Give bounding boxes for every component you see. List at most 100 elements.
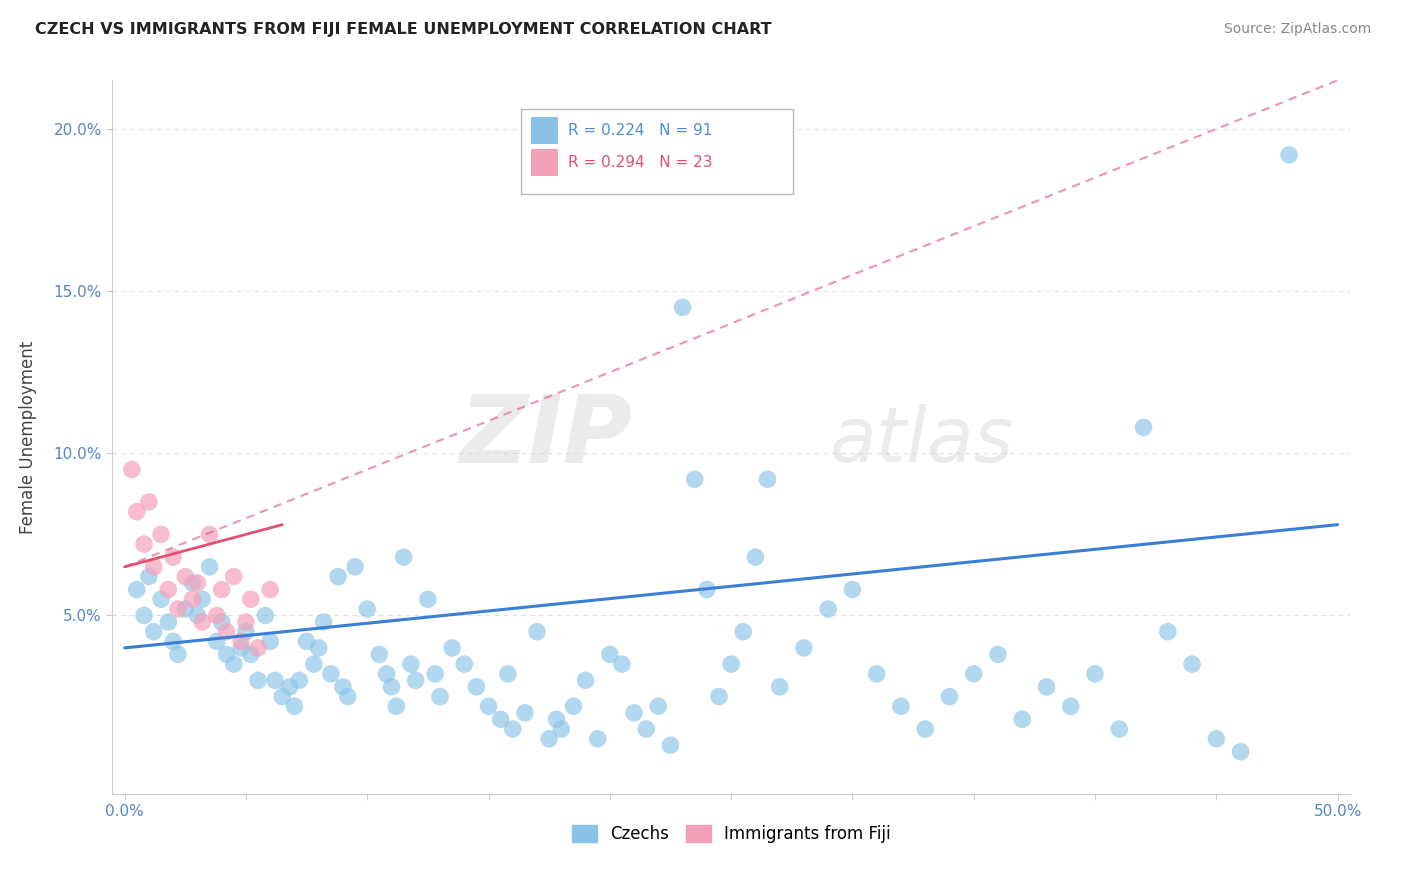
- Point: [1132, 420, 1154, 434]
- Point: [636, 722, 658, 736]
- Point: [1060, 699, 1083, 714]
- Point: [132, 608, 155, 623]
- Y-axis label: Female Unemployment: Female Unemployment: [20, 341, 37, 533]
- Point: [259, 582, 281, 597]
- Point: [344, 559, 367, 574]
- Point: [191, 592, 214, 607]
- Point: [215, 624, 238, 639]
- Point: [963, 666, 986, 681]
- Point: [264, 673, 287, 688]
- Point: [707, 690, 730, 704]
- Point: [502, 722, 524, 736]
- Point: [198, 527, 221, 541]
- Point: [938, 690, 960, 704]
- Point: [283, 699, 305, 714]
- Point: [229, 634, 252, 648]
- Point: [1011, 712, 1033, 726]
- Point: [683, 472, 706, 486]
- Point: [271, 690, 294, 704]
- Point: [610, 657, 633, 672]
- Point: [599, 648, 621, 662]
- Point: [150, 592, 173, 607]
- Text: Source: ZipAtlas.com: Source: ZipAtlas.com: [1223, 22, 1371, 37]
- Point: [174, 602, 197, 616]
- Point: [659, 738, 682, 752]
- Point: [167, 648, 190, 662]
- Point: [375, 666, 398, 681]
- Point: [150, 527, 173, 541]
- Point: [368, 648, 391, 662]
- Point: [586, 731, 609, 746]
- Point: [162, 550, 184, 565]
- Point: [211, 582, 233, 597]
- Point: [1205, 731, 1227, 746]
- Point: [205, 608, 228, 623]
- Point: [550, 722, 572, 736]
- Point: [239, 648, 262, 662]
- Point: [125, 582, 148, 597]
- Point: [138, 495, 160, 509]
- Point: [278, 680, 301, 694]
- Legend: Czechs, Immigrants from Fiji: Czechs, Immigrants from Fiji: [565, 818, 897, 850]
- Point: [489, 712, 512, 726]
- Point: [174, 569, 197, 583]
- Point: [125, 505, 148, 519]
- Point: [538, 731, 561, 746]
- Point: [496, 666, 519, 681]
- Point: [562, 699, 585, 714]
- Point: [167, 602, 190, 616]
- Point: [319, 666, 342, 681]
- Point: [198, 559, 221, 574]
- Point: [222, 657, 245, 672]
- Point: [1035, 680, 1057, 694]
- Point: [405, 673, 427, 688]
- Point: [356, 602, 378, 616]
- Point: [546, 712, 568, 726]
- Point: [235, 615, 257, 629]
- Point: [1181, 657, 1204, 672]
- Point: [205, 634, 228, 648]
- Point: [890, 699, 912, 714]
- Point: [1108, 722, 1130, 736]
- Point: [259, 634, 281, 648]
- Point: [132, 537, 155, 551]
- Point: [623, 706, 645, 720]
- Point: [295, 634, 318, 648]
- Point: [441, 640, 464, 655]
- Point: [215, 648, 238, 662]
- Point: [1157, 624, 1180, 639]
- Point: [157, 615, 180, 629]
- Text: R = 0.294   N = 23: R = 0.294 N = 23: [568, 155, 713, 169]
- Point: [453, 657, 475, 672]
- Point: [841, 582, 863, 597]
- Point: [181, 592, 204, 607]
- Point: [769, 680, 792, 694]
- Point: [513, 706, 536, 720]
- Point: [696, 582, 718, 597]
- Point: [181, 576, 204, 591]
- Point: [288, 673, 311, 688]
- Point: [744, 550, 766, 565]
- Point: [416, 592, 439, 607]
- Point: [142, 559, 165, 574]
- Text: atlas: atlas: [830, 404, 1015, 477]
- Point: [1278, 148, 1301, 162]
- Point: [733, 624, 755, 639]
- Point: [987, 648, 1010, 662]
- Point: [914, 722, 936, 736]
- Point: [465, 680, 488, 694]
- Point: [235, 624, 257, 639]
- Point: [302, 657, 325, 672]
- Point: [866, 666, 889, 681]
- Point: [429, 690, 451, 704]
- Point: [239, 592, 262, 607]
- Point: [162, 634, 184, 648]
- Point: [526, 624, 548, 639]
- Text: ZIP: ZIP: [460, 391, 633, 483]
- Point: [326, 569, 349, 583]
- Point: [254, 608, 277, 623]
- Point: [138, 569, 160, 583]
- Point: [332, 680, 354, 694]
- Point: [211, 615, 233, 629]
- Point: [574, 673, 596, 688]
